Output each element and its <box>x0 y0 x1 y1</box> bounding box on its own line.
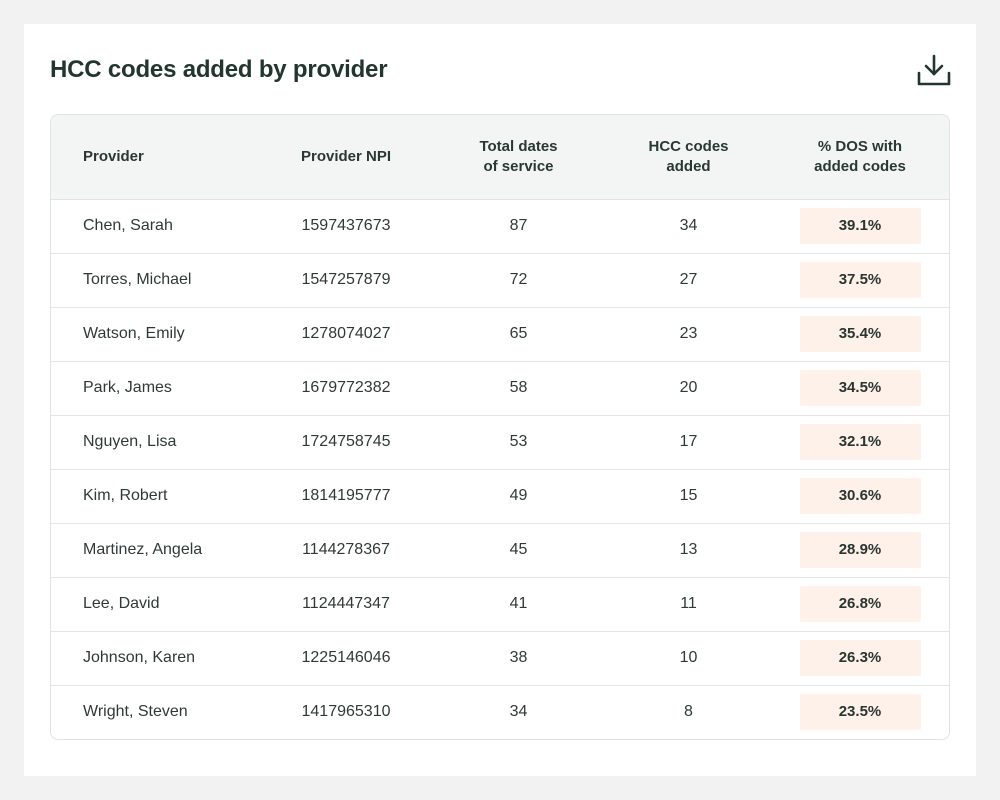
cell-pct-dos: 32.1% <box>771 414 949 469</box>
cell-npi: 1144278367 <box>261 522 431 577</box>
cell-total-dates: 87 <box>509 217 528 234</box>
cell-npi: 1597437673 <box>301 217 391 234</box>
cell-npi: 1814195777 <box>261 468 431 523</box>
cell-provider: Nguyen, Lisa <box>51 414 261 469</box>
cell-pct-dos: 26.3% <box>771 630 949 685</box>
cell-provider: Wright, Steven <box>51 684 261 739</box>
cell-provider: Torres, Michael <box>51 252 261 307</box>
cell-pct-dos: 34.5% <box>771 360 949 415</box>
cell-total-dates: 45 <box>431 522 606 577</box>
table-row[interactable]: Park, James 1679772382 58 20 34.5% <box>51 360 949 415</box>
table-row[interactable]: Nguyen, Lisa 1724758745 53 17 32.1% <box>51 414 949 469</box>
cell-hcc-codes: 13 <box>606 522 771 577</box>
cell-provider: Kim, Robert <box>51 468 261 523</box>
cell-pct-dos: 28.9% <box>771 522 949 577</box>
cell-total-dates: 41 <box>431 576 606 631</box>
pct-badge: 32.1% <box>799 424 921 460</box>
cell-total-dates: 65 <box>431 306 606 361</box>
pct-badge: 30.6% <box>799 478 921 514</box>
cell-pct-dos: 23.5% <box>771 684 949 739</box>
cell-hcc-codes: 8 <box>606 684 771 739</box>
cell-pct-dos: 39.1% <box>771 199 949 253</box>
table-row[interactable]: Martinez, Angela 1144278367 45 13 28.9% <box>51 522 949 577</box>
column-header-total-dates-line2: of service <box>483 157 554 175</box>
table-row[interactable]: Torres, Michael 1547257879 72 27 37.5% <box>51 252 949 307</box>
cell-total-dates: 38 <box>431 630 606 685</box>
download-button[interactable] <box>912 50 956 90</box>
cell-provider: Watson, Emily <box>51 306 261 361</box>
table-row[interactable]: Watson, Emily 1278074027 65 23 35.4% <box>51 306 949 361</box>
cell-total-dates: 49 <box>431 468 606 523</box>
column-header-pct-dos-line1: % DOS with <box>817 137 903 155</box>
table-header-row: Provider Provider NPI Total dates of ser… <box>51 115 949 200</box>
cell-total-dates: 58 <box>431 360 606 415</box>
column-header-hcc-codes-line2: added <box>666 157 711 175</box>
cell-hcc-codes: 15 <box>606 468 771 523</box>
cell-npi: 1278074027 <box>261 306 431 361</box>
pct-badge: 26.8% <box>799 586 921 622</box>
column-header-total-dates[interactable]: Total dates of service <box>431 115 606 200</box>
column-header-hcc-codes[interactable]: HCC codes added <box>606 115 771 200</box>
cell-npi: 1547257879 <box>261 252 431 307</box>
cell-total-dates: 34 <box>431 684 606 739</box>
cell-total-dates: 53 <box>431 414 606 469</box>
pct-badge: 35.4% <box>799 316 921 352</box>
pct-badge: 34.5% <box>799 370 921 406</box>
providers-table: Provider Provider NPI Total dates of ser… <box>50 114 950 740</box>
cell-total-dates: 72 <box>431 252 606 307</box>
column-header-provider[interactable]: Provider <box>51 115 261 200</box>
card-title: HCC codes added by provider <box>50 56 388 83</box>
table-row[interactable]: Johnson, Karen 1225146046 38 10 26.3% <box>51 630 949 685</box>
cell-hcc-codes: 17 <box>606 414 771 469</box>
column-header-total-dates-line1: Total dates <box>479 137 558 155</box>
cell-hcc-codes: 27 <box>606 252 771 307</box>
cell-provider: Park, James <box>51 360 261 415</box>
cell-hcc-codes: 34 <box>679 217 698 234</box>
download-icon <box>917 54 951 86</box>
column-header-npi[interactable]: Provider NPI <box>261 115 431 200</box>
cell-provider: Martinez, Angela <box>51 522 261 577</box>
cell-provider: Lee, David <box>51 576 261 631</box>
cell-pct-dos: 30.6% <box>771 468 949 523</box>
cell-hcc-codes: 23 <box>606 306 771 361</box>
cell-hcc-codes: 20 <box>606 360 771 415</box>
table-row[interactable]: Lee, David 1124447347 41 11 26.8% <box>51 576 949 631</box>
pct-badge: 37.5% <box>799 262 921 298</box>
column-header-pct-dos-line2: added codes <box>814 157 906 175</box>
cell-pct-dos: 35.4% <box>771 306 949 361</box>
table-row[interactable]: Kim, Robert 1814195777 49 15 30.6% <box>51 468 949 523</box>
cell-hcc-codes: 11 <box>606 576 771 631</box>
pct-badge: 28.9% <box>799 532 921 568</box>
cell-pct-dos: 26.8% <box>771 576 949 631</box>
cell-npi: 1679772382 <box>261 360 431 415</box>
column-header-hcc-codes-line1: HCC codes <box>648 137 729 155</box>
cell-npi: 1124447347 <box>261 576 431 631</box>
cell-pct-dos: 37.5% <box>771 252 949 307</box>
cell-provider: Johnson, Karen <box>51 630 261 685</box>
table-row[interactable]: Wright, Steven 1417965310 34 8 23.5% <box>51 684 949 739</box>
pct-badge: 26.3% <box>799 640 921 676</box>
column-header-npi-label: Provider NPI <box>300 147 392 165</box>
column-header-pct-dos[interactable]: % DOS with added codes <box>771 115 949 200</box>
cell-npi: 1724758745 <box>261 414 431 469</box>
pct-badge: 23.5% <box>799 694 921 731</box>
table-row[interactable]: Chen, Sarah 1597437673 87 34 39.1% <box>51 199 949 253</box>
cell-npi: 1225146046 <box>261 630 431 685</box>
cell-provider: Chen, Sarah <box>83 217 173 234</box>
cell-npi: 1417965310 <box>261 684 431 739</box>
hcc-codes-card: HCC codes added by provider Provider Pro… <box>24 24 976 776</box>
pct-badge: 39.1% <box>799 208 921 244</box>
cell-hcc-codes: 10 <box>606 630 771 685</box>
column-header-provider-label: Provider <box>83 147 144 165</box>
